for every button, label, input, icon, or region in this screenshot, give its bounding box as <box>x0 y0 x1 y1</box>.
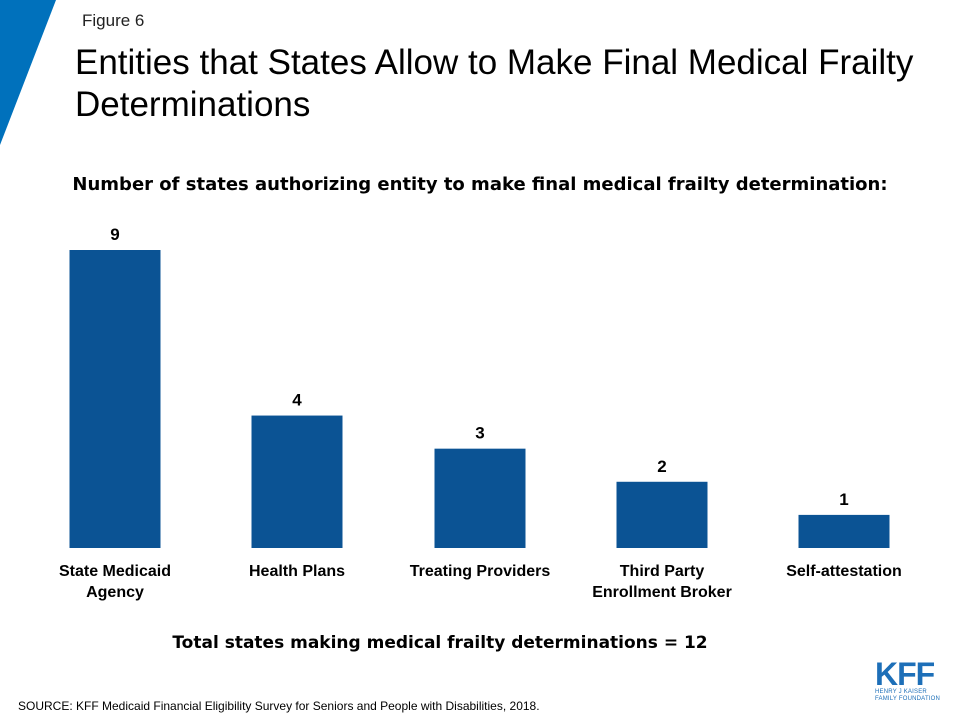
category-label-1: State Medicaid Agency <box>59 563 171 601</box>
bar-1 <box>69 250 161 548</box>
data-label-4: 2 <box>657 457 666 476</box>
page-title: Entities that States Allow to Make Final… <box>75 43 914 124</box>
figure-label: Figure 6 <box>82 11 145 30</box>
data-label-5: 1 <box>839 490 848 509</box>
kff-logo: KFF HENRY J KAISER FAMILY FOUNDATION <box>875 656 947 703</box>
category-label-3: Treating Providers <box>410 563 551 580</box>
bar-3 <box>434 448 526 548</box>
logo-mark: KFF <box>875 656 935 692</box>
category-label-4: Third Party Enrollment Broker <box>592 563 732 601</box>
total-note: Total states making medical frailty dete… <box>172 633 708 653</box>
category-label-5: Self-attestation <box>786 563 902 580</box>
bar-chart: 9 State Medicaid Agency 4 Health Plans 3 Treat… <box>59 225 902 601</box>
bar-4 <box>616 481 708 548</box>
bar-2 <box>251 415 343 548</box>
data-label-2: 4 <box>292 391 302 410</box>
corner-accent-triangle <box>0 0 56 145</box>
bar-5 <box>798 514 890 548</box>
logo-line-1: HENRY J KAISER <box>875 689 927 695</box>
category-label-2: Health Plans <box>249 563 345 580</box>
data-label-3: 3 <box>475 424 484 443</box>
source-note: SOURCE: KFF Medicaid Financial Eligibili… <box>18 699 540 713</box>
data-label-1: 9 <box>110 225 119 244</box>
logo-line-2: FAMILY FOUNDATION <box>875 696 941 702</box>
chart-subtitle: Number of states authorizing entity to m… <box>72 174 888 195</box>
